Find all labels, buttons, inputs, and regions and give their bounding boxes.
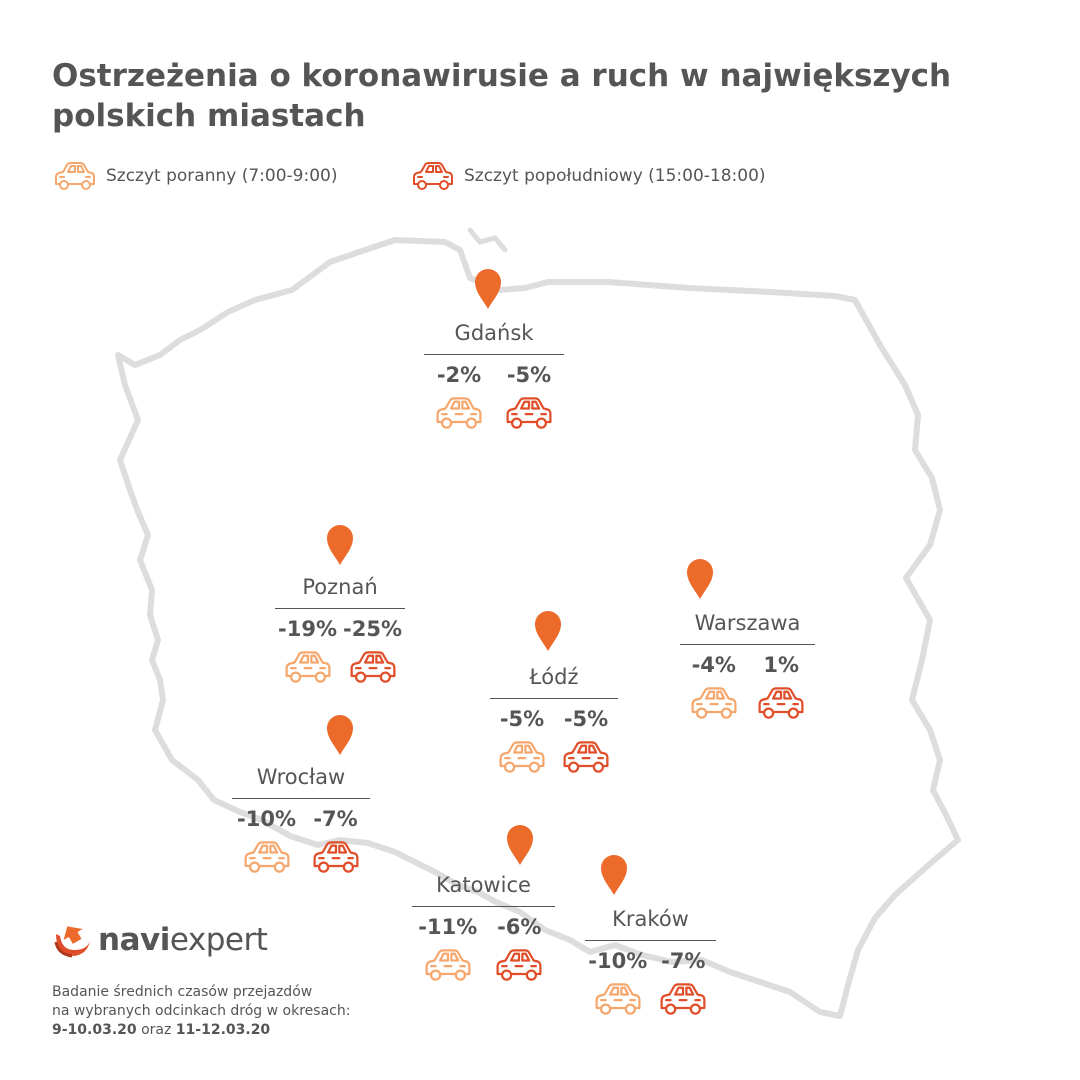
car-outline-icon bbox=[282, 649, 334, 689]
city-pin-icon bbox=[326, 714, 354, 760]
afternoon-change-value: -6% bbox=[497, 915, 542, 939]
city-pin-icon bbox=[600, 854, 628, 900]
car-outline-icon bbox=[560, 739, 612, 779]
car-outline-icon bbox=[657, 981, 709, 1021]
city-divider bbox=[680, 644, 815, 645]
car-outline-icon bbox=[496, 739, 548, 779]
afternoon-change-value: -7% bbox=[313, 807, 358, 831]
note-line-2: na wybranych odcinkach dróg w okresach: bbox=[52, 1003, 351, 1019]
car-outline-icon bbox=[503, 395, 555, 435]
city-block: Warszawa -4% 1% bbox=[680, 608, 815, 719]
city-divider bbox=[232, 798, 370, 799]
city-name: Gdańsk bbox=[454, 321, 534, 345]
morning-change-value: -5% bbox=[499, 707, 545, 731]
city-name: Łódź bbox=[529, 665, 579, 689]
legend-morning-label: Szczyt poranny (7:00-9:00) bbox=[106, 166, 338, 186]
city-block: Kraków -10% -7% bbox=[585, 904, 716, 1015]
city-divider bbox=[585, 940, 716, 941]
afternoon-change-value: -7% bbox=[661, 949, 706, 973]
car-outline-icon bbox=[55, 162, 95, 190]
afternoon-change-value: -25% bbox=[343, 617, 402, 641]
city-pin-icon bbox=[326, 524, 354, 570]
city-values: -10% -7% bbox=[232, 799, 370, 873]
city-block: Katowice -11% -6% bbox=[412, 870, 555, 981]
city-values: -4% 1% bbox=[680, 645, 815, 719]
city-name: Warszawa bbox=[694, 611, 801, 635]
city-pin-icon bbox=[534, 610, 562, 656]
afternoon-change-value: -5% bbox=[563, 707, 609, 731]
city-block: Wrocław -10% -7% bbox=[232, 762, 370, 873]
city-divider bbox=[424, 354, 564, 355]
city-name: Kraków bbox=[612, 907, 689, 931]
afternoon-change-value: -5% bbox=[506, 363, 552, 387]
legend-morning: Szczyt poranny (7:00-9:00) bbox=[52, 160, 337, 192]
logo-bold: navi bbox=[98, 922, 170, 958]
car-outline-icon bbox=[241, 839, 293, 879]
city-block: Łódź -5% -5% bbox=[490, 662, 618, 773]
city-pin-icon bbox=[506, 824, 534, 870]
page-title: Ostrzeżenia o koronawirusie a ruch w naj… bbox=[52, 58, 952, 134]
city-pin-icon bbox=[686, 558, 714, 604]
city-values: -5% -5% bbox=[490, 699, 618, 773]
city-name: Poznań bbox=[302, 575, 378, 599]
morning-change-value: -4% bbox=[691, 653, 736, 677]
city-pin-icon bbox=[474, 268, 502, 314]
city-values: -2% -5% bbox=[424, 355, 564, 429]
note-range-2: 11-12.03.20 bbox=[175, 1022, 271, 1038]
city-name: Katowice bbox=[436, 873, 531, 897]
morning-change-value: -2% bbox=[436, 363, 482, 387]
city-block: Gdańsk -2% -5% bbox=[424, 318, 564, 429]
city-values: -10% -7% bbox=[585, 941, 716, 1015]
car-outline-icon bbox=[413, 162, 453, 190]
logo-wordmark: naviexpert bbox=[98, 922, 268, 958]
note-line-1: Badanie średnich czasów przejazdów bbox=[52, 984, 313, 1000]
car-outline-icon bbox=[493, 947, 545, 987]
city-divider bbox=[412, 906, 555, 907]
morning-change-value: -10% bbox=[588, 949, 648, 973]
naviexpert-logo: naviexpert bbox=[52, 920, 268, 960]
logo-regular: expert bbox=[169, 922, 268, 958]
study-note: Badanie średnich czasów przejazdów na wy… bbox=[52, 983, 350, 1040]
morning-change-value: -11% bbox=[418, 915, 478, 939]
note-dates: 9-10.03.20 oraz 11-12.03.20 bbox=[52, 1021, 350, 1040]
car-outline-icon bbox=[592, 981, 644, 1021]
car-outline-icon bbox=[310, 839, 362, 879]
city-name: Wrocław bbox=[256, 765, 346, 789]
car-outline-icon bbox=[422, 947, 474, 987]
city-divider bbox=[275, 608, 405, 609]
note-connector: oraz bbox=[141, 1022, 172, 1038]
car-outline-icon bbox=[755, 685, 807, 725]
city-values: -11% -6% bbox=[412, 907, 555, 981]
morning-change-value: -19% bbox=[278, 617, 337, 641]
car-outline-icon bbox=[688, 685, 740, 725]
city-block: Poznań -19% -25% bbox=[275, 572, 405, 683]
note-range-1: 9-10.03.20 bbox=[52, 1022, 137, 1038]
city-divider bbox=[490, 698, 618, 699]
legend-afternoon-label: Szczyt popołudniowy (15:00-18:00) bbox=[464, 166, 766, 186]
car-outline-icon bbox=[347, 649, 399, 689]
morning-change-value: -10% bbox=[237, 807, 296, 831]
legend-afternoon: Szczyt popołudniowy (15:00-18:00) bbox=[410, 160, 766, 192]
afternoon-change-value: 1% bbox=[763, 653, 800, 677]
navi-expert-logo-icon bbox=[54, 926, 90, 958]
city-values: -19% -25% bbox=[275, 609, 405, 683]
car-outline-icon bbox=[433, 395, 485, 435]
